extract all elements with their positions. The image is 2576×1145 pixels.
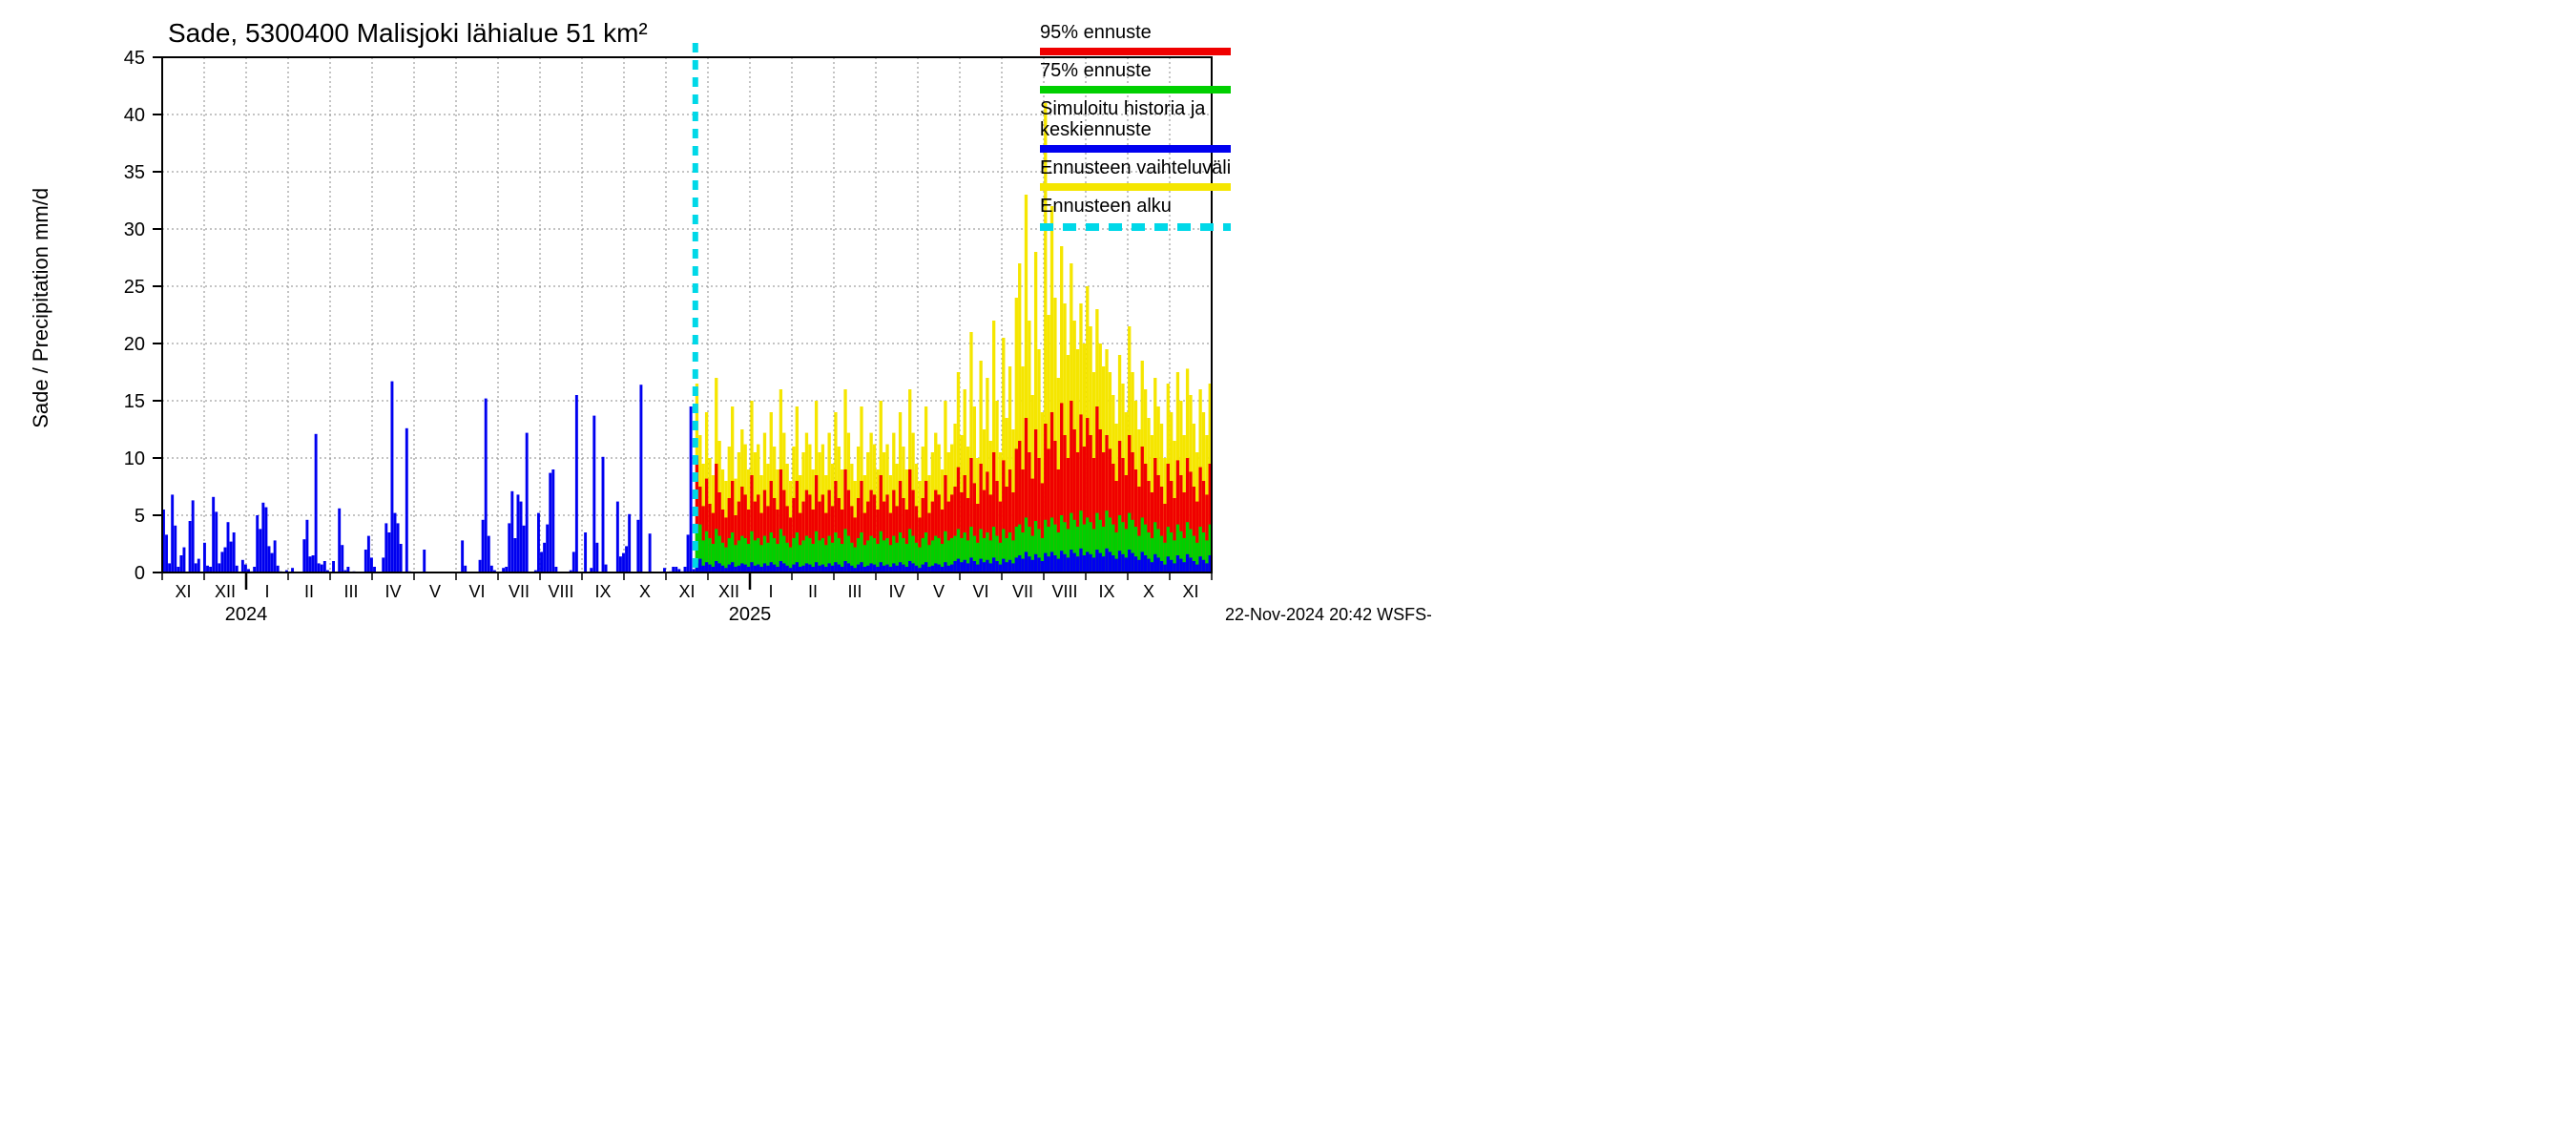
legend-swatch <box>1040 183 1231 191</box>
y-axis-label: Sade / Precipitation mm/d <box>29 188 52 428</box>
month-label: II <box>304 582 314 601</box>
chart-svg: 051015202530354045XIXIIIIIIIIIVVVIVIIVII… <box>0 0 1431 649</box>
footer-text: 22-Nov-2024 20:42 WSFS-O <box>1225 605 1431 624</box>
legend-swatch <box>1040 48 1231 55</box>
year-label: 2024 <box>225 604 268 625</box>
month-label: VIII <box>1051 582 1077 601</box>
legend-label: keskiennuste <box>1040 119 1152 140</box>
legend-label: Ennusteen alku <box>1040 196 1172 217</box>
ytick-label: 40 <box>124 105 145 126</box>
ytick-label: 35 <box>124 162 145 183</box>
month-label: VI <box>972 582 988 601</box>
month-label: XII <box>215 582 236 601</box>
ytick-label: 5 <box>135 506 145 527</box>
month-label: III <box>847 582 862 601</box>
ytick-label: 25 <box>124 277 145 298</box>
ytick-label: 10 <box>124 448 145 469</box>
month-label: XI <box>678 582 695 601</box>
chart-container: 051015202530354045XIXIIIIIIIIIVVVIVIIVII… <box>0 0 1431 649</box>
month-label: II <box>808 582 818 601</box>
month-label: VII <box>1012 582 1033 601</box>
ytick-label: 0 <box>135 563 145 584</box>
month-label: X <box>639 582 651 601</box>
month-label: I <box>264 582 269 601</box>
month-label: IV <box>384 582 401 601</box>
legend-label: 95% ennuste <box>1040 22 1152 43</box>
legend-label: Simuloitu historia ja <box>1040 98 1206 119</box>
month-label: I <box>768 582 773 601</box>
month-label: VII <box>509 582 530 601</box>
month-label: X <box>1143 582 1154 601</box>
ytick-label: 45 <box>124 48 145 69</box>
ytick-label: 30 <box>124 219 145 240</box>
month-label: V <box>429 582 441 601</box>
month-label: XII <box>718 582 739 601</box>
ytick-label: 20 <box>124 334 145 355</box>
year-label: 2025 <box>729 604 772 625</box>
legend-swatch <box>1040 86 1231 94</box>
month-label: IX <box>594 582 611 601</box>
legend-swatch <box>1040 145 1231 153</box>
ytick-label: 15 <box>124 391 145 412</box>
month-label: IV <box>888 582 904 601</box>
month-label: XI <box>175 582 191 601</box>
month-label: V <box>933 582 945 601</box>
chart-title: Sade, 5300400 Malisjoki lähialue 51 km² <box>168 18 648 48</box>
month-label: IX <box>1098 582 1114 601</box>
legend-label: Ennusteen vaihteluväli <box>1040 157 1231 178</box>
month-label: III <box>343 582 358 601</box>
month-label: VI <box>468 582 485 601</box>
month-label: VIII <box>548 582 573 601</box>
month-label: XI <box>1182 582 1198 601</box>
legend-label: 75% ennuste <box>1040 60 1152 81</box>
